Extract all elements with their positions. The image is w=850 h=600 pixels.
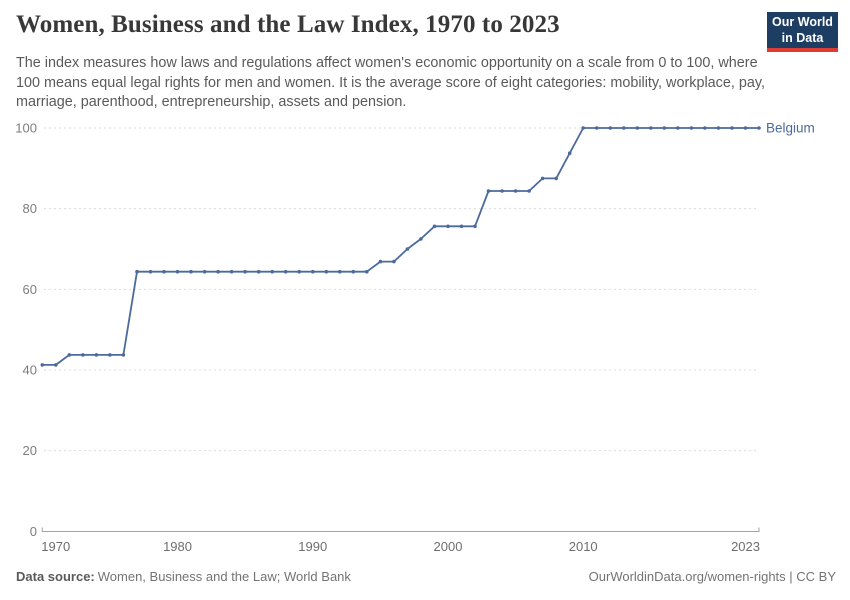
data-point	[635, 126, 640, 130]
data-point	[432, 224, 437, 229]
data-point	[703, 126, 707, 130]
data-point	[662, 126, 667, 130]
page-title: Women, Business and the Law Index, 1970 …	[16, 11, 560, 38]
data-point	[676, 126, 680, 130]
data-point	[743, 126, 748, 130]
data-point	[216, 269, 220, 274]
data-source-value: Women, Business and the Law; World Bank	[97, 569, 351, 584]
data-point	[527, 189, 531, 193]
data-point	[283, 269, 288, 274]
data-point	[405, 247, 410, 251]
data-point	[81, 353, 85, 357]
data-point	[162, 269, 166, 274]
x-tick-label: 2000	[434, 539, 463, 554]
data-point	[189, 269, 193, 274]
y-tick-label: 60	[23, 282, 37, 297]
data-point	[581, 126, 585, 130]
data-point	[649, 126, 653, 130]
data-point	[229, 269, 234, 274]
owid-logo-line2: in Data	[781, 30, 824, 45]
entity-label: Belgium	[766, 121, 815, 136]
data-point	[311, 269, 315, 274]
data-point	[243, 269, 247, 274]
data-point	[608, 126, 613, 130]
data-point	[324, 269, 329, 274]
x-tick-label: 1970	[41, 539, 70, 554]
owid-logo-line1: Our World	[772, 15, 833, 29]
x-axis	[41, 527, 760, 532]
data-point	[202, 269, 207, 274]
owid-logo[interactable]: Our World in Data	[767, 12, 838, 52]
data-point	[54, 363, 58, 367]
x-tick-label: 2023	[731, 539, 760, 554]
data-point	[338, 269, 342, 274]
credit-link[interactable]: OurWorldinData.org/women-rights | CC BY	[588, 569, 836, 584]
data-point	[419, 237, 423, 241]
data-point	[554, 176, 558, 181]
data-point	[297, 269, 302, 274]
x-tick-label: 2010	[569, 539, 598, 554]
data-point	[351, 269, 356, 274]
data-point	[40, 363, 45, 367]
y-tick-label: 40	[23, 362, 37, 377]
x-tick-label: 1990	[298, 539, 327, 554]
y-tick-label: 20	[23, 443, 37, 458]
data-point	[175, 269, 180, 274]
data-point	[730, 126, 734, 130]
y-tick-label: 80	[23, 201, 37, 216]
data-point	[540, 176, 545, 181]
data-point	[594, 126, 599, 130]
data-point	[270, 269, 275, 274]
data-point	[473, 224, 477, 229]
data-point	[446, 224, 450, 229]
data-point	[757, 126, 761, 130]
data-point	[567, 151, 572, 155]
data-point	[256, 269, 261, 274]
data-source-note: Data source: Women, Business and the Law;…	[16, 569, 351, 584]
data-point	[459, 224, 464, 229]
data-point	[378, 259, 383, 264]
data-point	[513, 189, 518, 193]
data-point	[500, 189, 504, 193]
data-point	[94, 353, 99, 357]
data-point	[365, 269, 369, 274]
data-source-label: Data source:	[16, 569, 95, 584]
data-point	[392, 259, 396, 264]
data-point	[716, 126, 721, 130]
data-point	[622, 126, 626, 130]
data-point	[148, 269, 153, 274]
data-point	[689, 126, 694, 130]
data-point	[135, 269, 139, 274]
data-point	[67, 353, 72, 357]
line-series-belgium	[42, 127, 759, 366]
data-point	[486, 189, 491, 193]
y-tick-label: 0	[30, 524, 37, 539]
data-point	[121, 353, 126, 357]
chart-subtitle: The index measures how laws and regulati…	[16, 55, 765, 111]
x-tick-label: 1980	[163, 539, 192, 554]
data-point	[108, 353, 112, 357]
y-tick-label: 100	[15, 121, 37, 136]
